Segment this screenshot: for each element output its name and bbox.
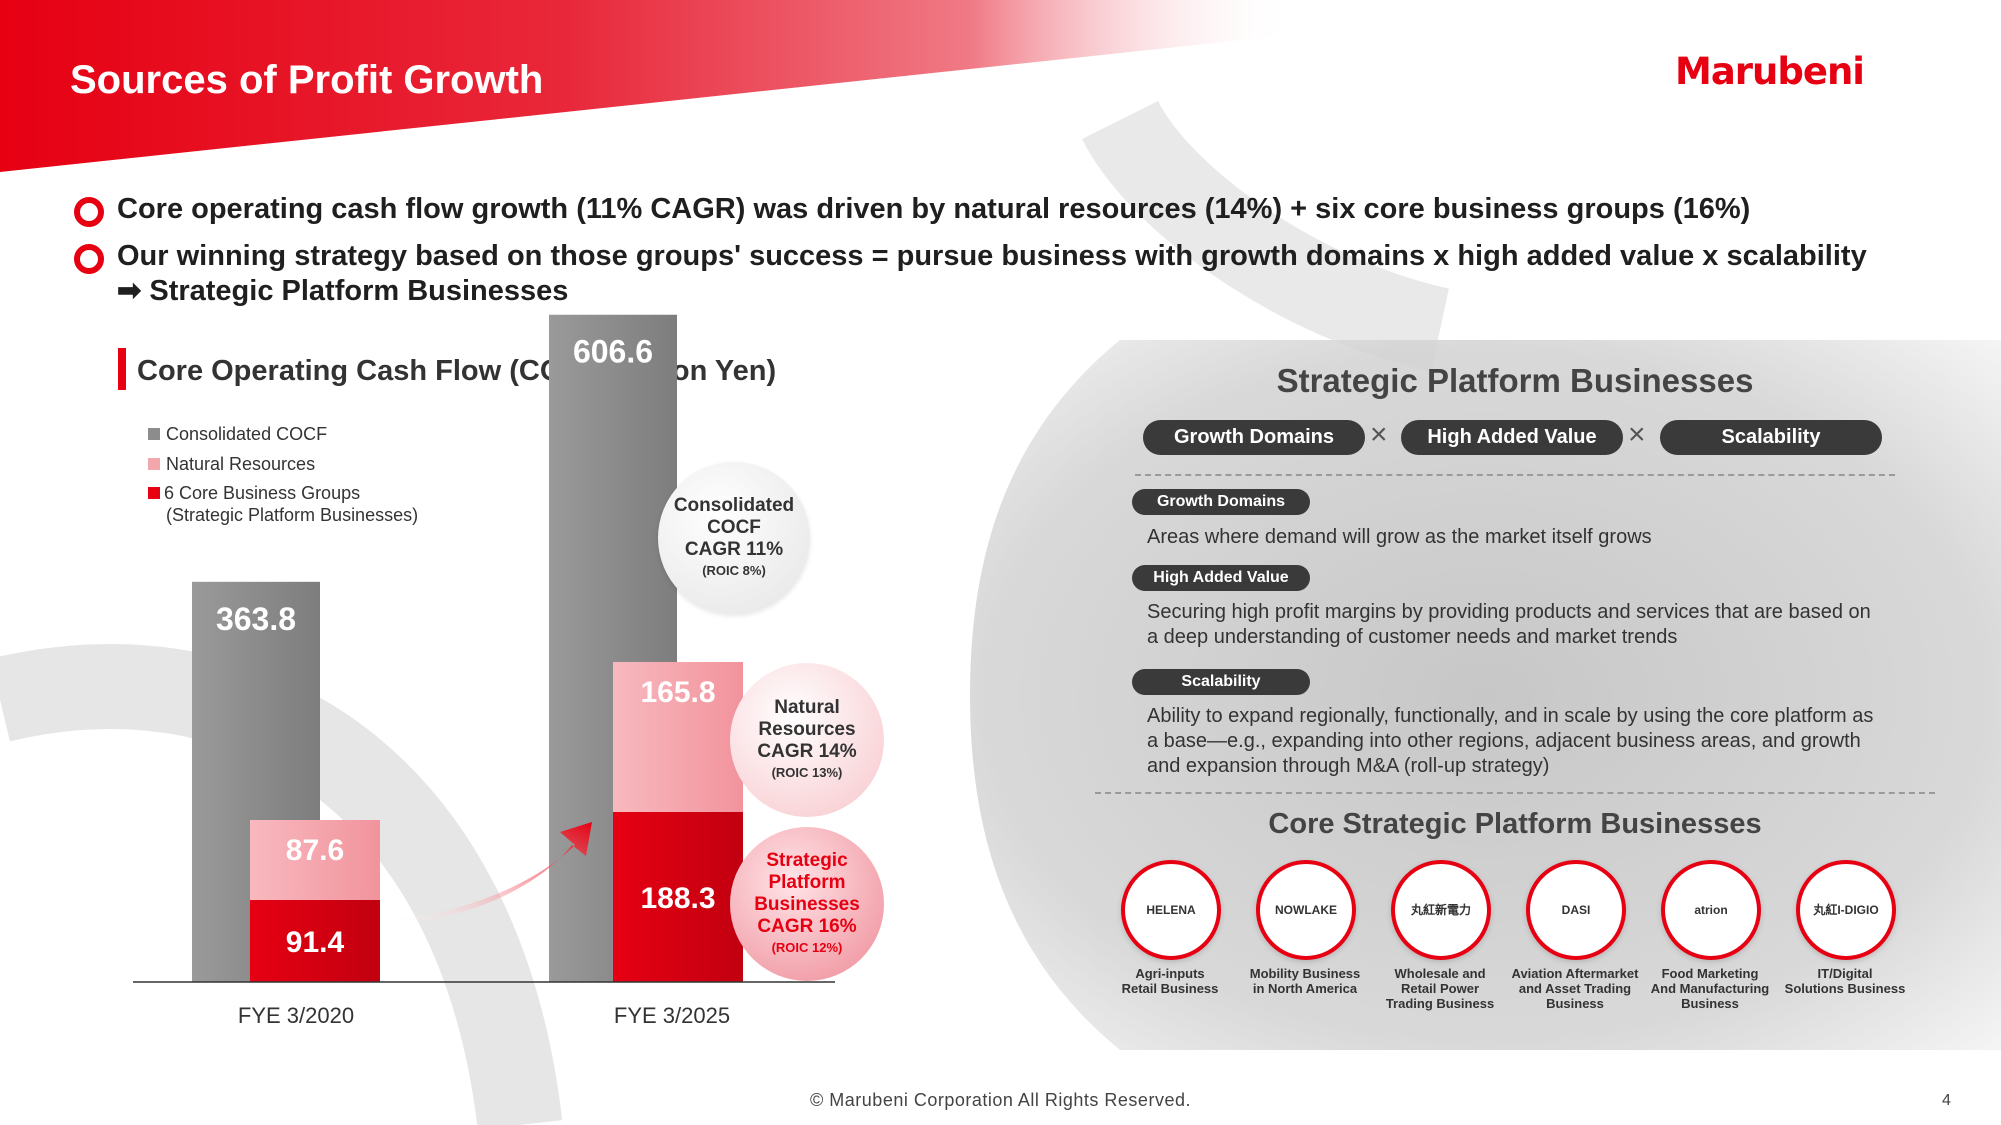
business-label-agri: Agri-inputs Retail Business <box>1121 966 1219 996</box>
bubble-line: Consolidated <box>673 495 795 516</box>
bullet-2-text: Our winning strategy based on those grou… <box>117 240 1867 272</box>
bullet-2-subline: ➡ Strategic Platform Businesses <box>117 275 569 307</box>
cocf-chart: 363.8 87.6 91.4 606.6 165.8 188.3 FYE 3/2020 F… <box>133 314 835 1028</box>
pill-growth-domains: Growth Domains <box>1143 420 1365 455</box>
atrion-logo-icon: atrion <box>1661 860 1761 960</box>
legend-core-sub: (Strategic Platform Businesses) <box>166 505 419 525</box>
marubeni-logo: Marubeni <box>1675 50 1865 93</box>
nowlake-logo-icon: NOWLAKE <box>1256 860 1356 960</box>
bubble-roic: (ROIC 12%) <box>771 940 843 955</box>
bubble-strategic-platform-cagr: Strategic Platform Businesses CAGR 16% (ROIC… <box>730 827 884 981</box>
page-title: Sources of Profit Growth <box>70 58 544 102</box>
bubble-line: CAGR 11% <box>684 539 784 560</box>
page-number: 4 <box>1942 1092 1951 1109</box>
times-icon: × <box>1370 418 1388 451</box>
bubble-line: Natural <box>774 697 840 718</box>
bullet-1-text: Core operating cash flow growth (11% CAG… <box>117 193 1751 225</box>
tag-scalability: Scalability <box>1132 669 1310 695</box>
strategic-platform-title: Strategic Platform Businesses <box>1276 362 1754 399</box>
label-natural-0: 87.6 <box>286 834 344 867</box>
bullet-icon <box>74 197 104 227</box>
business-label-power: Wholesale and Retail Power Trading Busines… <box>1385 966 1495 1011</box>
desc-growth-domains: Areas where demand will grow as the mark… <box>1147 526 1652 548</box>
bubble-line: COCF <box>707 517 761 538</box>
bar-core-1 <box>613 812 743 982</box>
label-core-0: 91.4 <box>286 926 345 959</box>
legend-swatch-core <box>148 487 160 499</box>
pill-high-added-value: High Added Value <box>1401 420 1623 455</box>
x-tick-label-1: FYE 3/2025 <box>614 1003 730 1028</box>
header-band <box>0 0 1620 172</box>
core-platform-title: Core Strategic Platform Businesses <box>1268 808 1762 840</box>
bar-natural-0 <box>250 820 380 900</box>
business-label-food: Food Marketing And Manufacturing Business <box>1650 966 1770 1011</box>
dasi-logo-icon: DASI <box>1526 860 1626 960</box>
label-natural-1: 165.8 <box>640 676 715 709</box>
chart-title-accent <box>118 348 126 390</box>
label-consolidated-1: 606.6 <box>573 334 653 370</box>
bubble-consolidated-cagr: Consolidated COCF CAGR 11% (ROIC 8%) <box>658 462 810 614</box>
divider <box>1095 792 1935 794</box>
tag-high-added-value: High Added Value <box>1132 565 1310 591</box>
bubble-line: Platform <box>768 872 846 893</box>
growth-arrow <box>400 822 592 922</box>
x-tick-label-0: FYE 3/2020 <box>238 1003 354 1028</box>
legend-core: 6 Core Business Groups <box>164 483 361 503</box>
tag-growth-domains: Growth Domains <box>1132 489 1310 515</box>
bar-natural-1 <box>613 662 743 812</box>
bubble-line: Resources <box>758 719 856 740</box>
bubble-line: CAGR 14% <box>757 741 857 762</box>
business-label-aviation: Aviation Aftermarket and Asset Trading Bus… <box>1511 966 1639 1011</box>
bubble-roic: (ROIC 13%) <box>771 765 843 780</box>
bubble-line: CAGR 16% <box>757 916 857 937</box>
legend-swatch-consolidated <box>148 428 160 440</box>
legend-natural: Natural Resources <box>166 454 316 474</box>
power-logo-icon: 丸紅新電力 <box>1391 860 1491 960</box>
bubble-roic: (ROIC 8%) <box>702 563 766 578</box>
desc-scalability: Ability to expand regionally, functional… <box>1147 705 1874 777</box>
bubble-line: Businesses <box>754 894 860 915</box>
business-label-it: IT/Digital Solutions Business <box>1784 966 1906 996</box>
bullet-icon <box>74 244 104 274</box>
bubble-natural-resources-cagr: Natural Resources CAGR 14% (ROIC 13%) <box>730 663 884 817</box>
times-icon: × <box>1628 418 1646 451</box>
pill-scalability: Scalability <box>1660 420 1882 455</box>
label-core-1: 188.3 <box>640 882 715 915</box>
bubble-line: Strategic <box>766 850 848 871</box>
desc-high-added-value: Securing high profit margins by providin… <box>1147 601 1871 648</box>
business-label-mobility: Mobility Business in North America <box>1249 966 1361 996</box>
idigio-logo-icon: 丸紅I-DIGIO <box>1796 860 1896 960</box>
bar-core-0 <box>250 900 380 982</box>
divider <box>1135 474 1895 476</box>
legend-consolidated: Consolidated COCF <box>166 424 328 444</box>
label-consolidated-0: 363.8 <box>216 601 296 637</box>
copyright: © Marubeni Corporation All Rights Reserv… <box>810 1090 1191 1110</box>
helena-logo-icon: HELENA <box>1121 860 1221 960</box>
legend-swatch-natural <box>148 458 160 470</box>
